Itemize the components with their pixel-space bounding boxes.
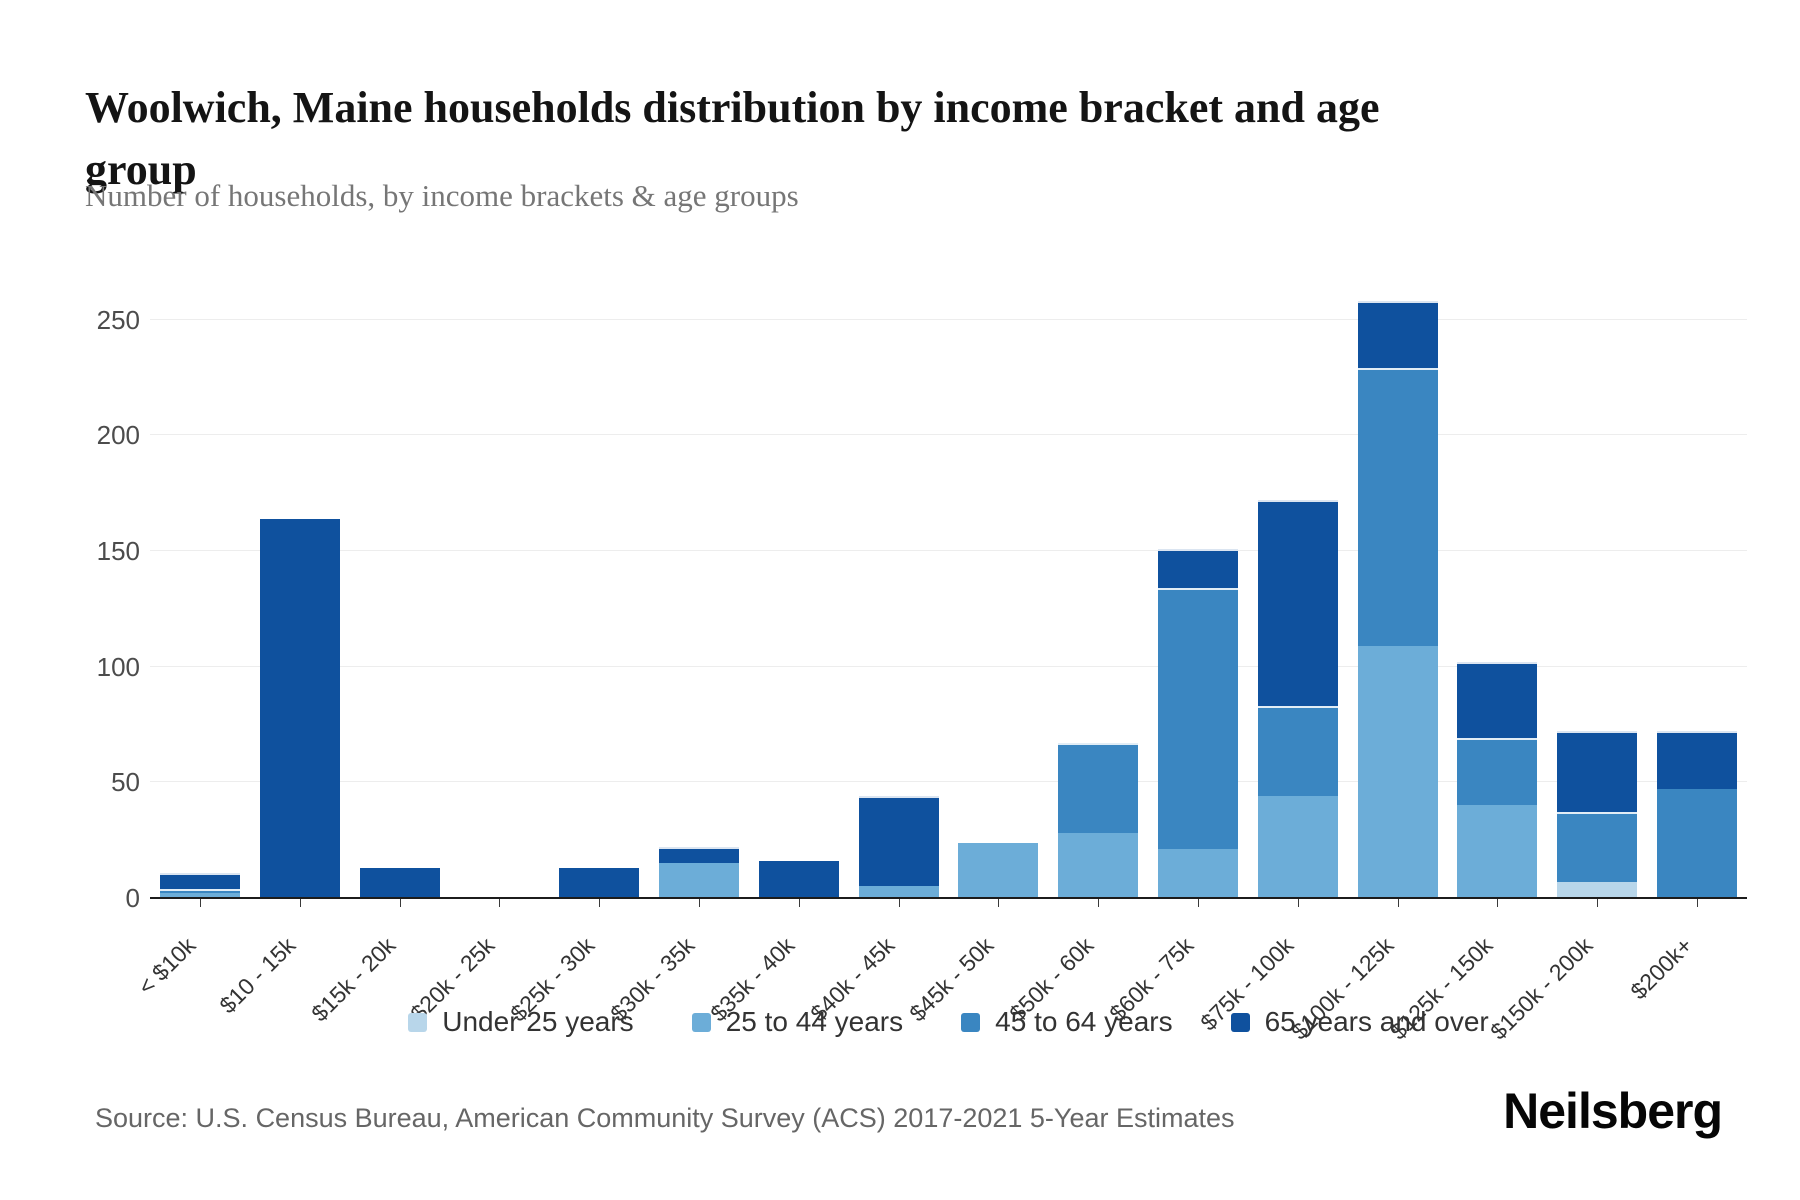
- segment-25-to-44-years[interactable]: [1058, 833, 1139, 898]
- segment-25-to-44-years[interactable]: [1457, 805, 1538, 898]
- segment-65-years-and-over[interactable]: [1158, 548, 1239, 589]
- bar-125k-150k[interactable]: [1457, 255, 1538, 898]
- gridline-150: [150, 550, 1747, 552]
- bar-45k-50k[interactable]: [958, 255, 1039, 898]
- segment-25-to-44-years[interactable]: [958, 842, 1039, 898]
- x-tick-mark: [599, 899, 601, 907]
- y-tick-label-50: 50: [111, 767, 140, 798]
- legend-label: 45 to 64 years: [995, 1006, 1173, 1037]
- segment-45-to-64-years[interactable]: [1058, 743, 1139, 834]
- segment-25-to-44-years[interactable]: [159, 893, 240, 898]
- x-axis-line: [150, 897, 1747, 899]
- y-tick-label-100: 100: [96, 651, 140, 682]
- segment-65-years-and-over[interactable]: [159, 872, 240, 889]
- bar-10-15k[interactable]: [259, 255, 340, 898]
- bar-60k-75k[interactable]: [1158, 255, 1239, 898]
- bar-25k-30k[interactable]: [559, 255, 640, 898]
- segment-45-to-64-years[interactable]: [1257, 706, 1338, 797]
- segment-45-to-64-years[interactable]: [1557, 812, 1638, 882]
- bar-10k[interactable]: [159, 255, 240, 898]
- y-tick-label-150: 150: [96, 536, 140, 567]
- segment-65-years-and-over[interactable]: [1357, 301, 1438, 369]
- segment-65-years-and-over[interactable]: [1657, 731, 1738, 790]
- bar-100k-125k[interactable]: [1357, 255, 1438, 898]
- bar-20k-25k[interactable]: [459, 255, 539, 898]
- x-tick-mark: [1697, 899, 1699, 907]
- page-subtitle: Number of households, by income brackets…: [85, 178, 799, 213]
- segment-65-years-and-over[interactable]: [758, 861, 839, 898]
- segment-25-to-44-years[interactable]: [658, 863, 739, 898]
- y-tick-label-250: 250: [96, 304, 140, 335]
- gridline-250: [150, 318, 1747, 320]
- segment-25-to-44-years[interactable]: [858, 886, 939, 898]
- legend-label: Under 25 years: [442, 1006, 634, 1037]
- x-tick-mark: [499, 899, 501, 907]
- bar-40k-45k[interactable]: [858, 255, 939, 898]
- bar-150k-200k[interactable]: [1557, 255, 1638, 898]
- legend-label: 65 years and over: [1264, 1006, 1489, 1037]
- x-tick-mark: [698, 899, 700, 907]
- legend-item-45-to-64-years[interactable]: 45 to 64 years: [961, 1006, 1173, 1038]
- segment-25-to-44-years[interactable]: [1158, 849, 1239, 898]
- bar-35k-40k[interactable]: [758, 255, 839, 898]
- y-tick-label-200: 200: [96, 420, 140, 451]
- gridline-200: [150, 434, 1747, 436]
- segment-65-years-and-over[interactable]: [1557, 731, 1638, 813]
- neilsberg-logo: Neilsberg: [1503, 1083, 1723, 1139]
- gridline-50: [150, 781, 1747, 783]
- legend-item-65-years-and-over[interactable]: 65 years and over: [1230, 1006, 1489, 1038]
- source-note: Source: U.S. Census Bureau, American Com…: [95, 1103, 1235, 1133]
- segment-45-to-64-years[interactable]: [1158, 588, 1239, 850]
- segment-65-years-and-over[interactable]: [559, 867, 640, 898]
- legend-label: 25 to 44 years: [725, 1006, 904, 1037]
- x-tick-mark: [299, 899, 301, 907]
- legend-swatch-icon: [408, 1012, 428, 1032]
- segment-65-years-and-over[interactable]: [259, 518, 340, 898]
- bar-30k-35k[interactable]: [658, 255, 739, 898]
- x-tick-mark: [1098, 899, 1100, 907]
- x-tick-mark: [199, 899, 201, 907]
- segment-under-25-years[interactable]: [1557, 881, 1638, 898]
- legend-swatch-icon: [1230, 1012, 1250, 1032]
- x-tick-mark: [1497, 899, 1499, 907]
- segment-65-years-and-over[interactable]: [658, 847, 739, 864]
- x-tick-mark: [399, 899, 401, 907]
- segment-65-years-and-over[interactable]: [858, 796, 939, 887]
- segment-25-to-44-years[interactable]: [1257, 796, 1338, 898]
- segment-65-years-and-over[interactable]: [1457, 662, 1538, 739]
- segment-25-to-44-years[interactable]: [1357, 645, 1438, 898]
- segment-65-years-and-over[interactable]: [1257, 500, 1338, 707]
- y-tick-label-0: 0: [125, 883, 140, 913]
- x-tick-mark: [798, 899, 800, 907]
- segment-45-to-64-years[interactable]: [1357, 368, 1438, 646]
- bar-50k-60k[interactable]: [1058, 255, 1139, 898]
- legend-swatch-icon: [691, 1012, 711, 1032]
- bar-200k+[interactable]: [1657, 255, 1738, 898]
- x-tick-mark: [998, 899, 1000, 907]
- x-tick-mark: [1397, 899, 1399, 907]
- x-tick-mark: [1198, 899, 1200, 907]
- legend-swatch-icon: [961, 1012, 981, 1032]
- segment-65-years-and-over[interactable]: [359, 867, 440, 898]
- legend-item-under-25-years[interactable]: Under 25 years: [408, 1006, 634, 1038]
- bar-75k-100k[interactable]: [1257, 255, 1338, 898]
- chart-plot-area: [150, 255, 1747, 899]
- x-tick-mark: [1297, 899, 1299, 907]
- segment-45-to-64-years[interactable]: [159, 888, 240, 894]
- page-title: Woolwich, Maine households distribution …: [85, 83, 1380, 195]
- segment-45-to-64-years[interactable]: [1457, 738, 1538, 806]
- x-tick-mark: [898, 899, 900, 907]
- segment-45-to-64-years[interactable]: [1657, 789, 1738, 898]
- bar-15k-20k[interactable]: [359, 255, 440, 898]
- chart-legend: Under 25 years 25 to 44 years 45 to 64 yea…: [150, 1006, 1747, 1038]
- x-tick-mark: [1597, 899, 1599, 907]
- legend-item-25-to-44-years[interactable]: 25 to 44 years: [691, 1006, 904, 1038]
- gridline-100: [150, 665, 1747, 667]
